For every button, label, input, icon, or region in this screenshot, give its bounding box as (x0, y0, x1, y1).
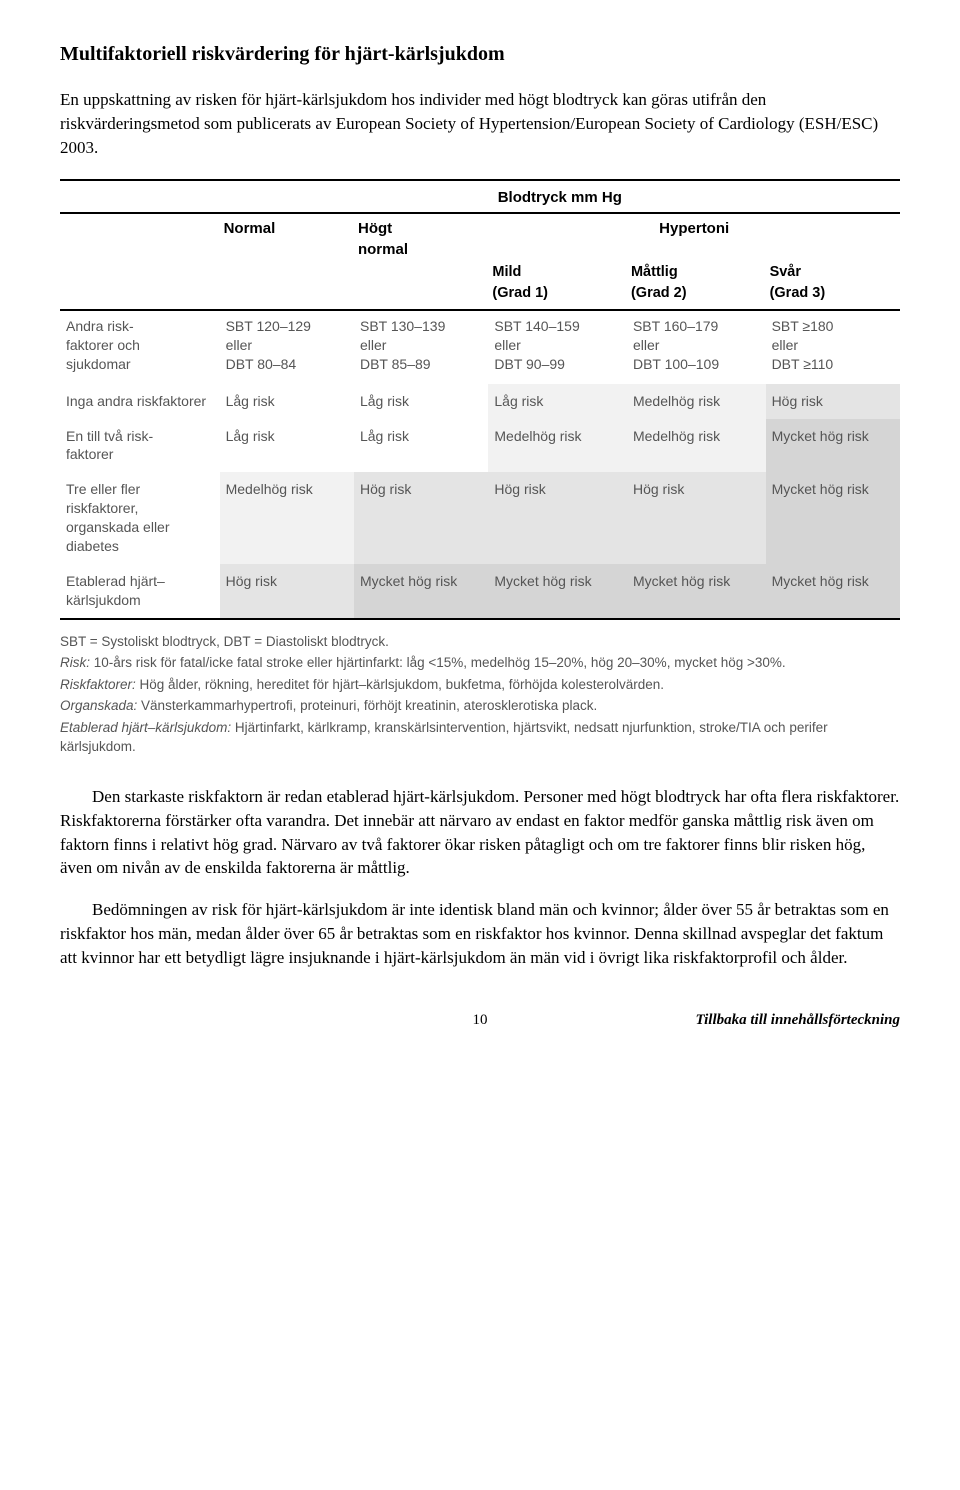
bp-range-1: SBT 130–139 eller DBT 85–89 (354, 310, 488, 384)
back-to-toc-link[interactable]: Tillbaka till innehållsförteckning (696, 1010, 900, 1031)
sub-header-moderate: Måttlig (Grad 2) (627, 262, 766, 310)
risk-cell: Mycket hög risk (488, 564, 627, 619)
footnote-line: Risk: 10-års risk för fatal/icke fatal s… (60, 653, 900, 673)
risk-row-label: Inga andra riskfaktorer (60, 384, 220, 419)
risk-row-label: Etablerad hjärt– kärlsjukdom (60, 564, 220, 619)
footnote-line: Etablerad hjärt–kärlsjukdom: Hjärtinfark… (60, 718, 900, 757)
risk-row-label: Tre eller fler riskfaktorer, organskada … (60, 472, 220, 564)
risk-cell: Hög risk (627, 472, 766, 564)
bp-range-3: SBT 160–179 eller DBT 100–109 (627, 310, 766, 384)
risk-cell: Medelhög risk (488, 419, 627, 473)
risk-cell: Mycket hög risk (766, 564, 900, 619)
risk-cell: Mycket hög risk (766, 472, 900, 564)
footnote-line: SBT = Systoliskt blodtryck, DBT = Diasto… (60, 632, 900, 652)
bp-range-4: SBT ≥180 eller DBT ≥110 (766, 310, 900, 384)
risk-row-label: En till två risk- faktorer (60, 419, 220, 473)
table-footnotes: SBT = Systoliskt blodtryck, DBT = Diasto… (60, 632, 900, 757)
risk-cell: Hög risk (766, 384, 900, 419)
sub-header-mild: Mild (Grad 1) (488, 262, 627, 310)
risk-cell: Mycket hög risk (354, 564, 488, 619)
bp-range-2: SBT 140–159 eller DBT 90–99 (488, 310, 627, 384)
risk-cell: Mycket hög risk (766, 419, 900, 473)
bp-range-0: SBT 120–129 eller DBT 80–84 (220, 310, 354, 384)
risk-cell: Medelhög risk (627, 419, 766, 473)
risk-cell: Låg risk (354, 384, 488, 419)
page-number: 10 (473, 1010, 488, 1031)
risk-cell: Medelhög risk (627, 384, 766, 419)
body-paragraph-1: Den starkaste riskfaktorn är redan etabl… (60, 785, 900, 880)
intro-paragraph: En uppskattning av risken för hjärt-kärl… (60, 88, 900, 159)
risk-cell: Hög risk (488, 472, 627, 564)
body-paragraph-2: Bedömningen av risk för hjärt-kärlsjukdo… (60, 898, 900, 969)
risk-cell: Hög risk (354, 472, 488, 564)
risk-cell: Hög risk (220, 564, 354, 619)
risk-cell: Medelhög risk (220, 472, 354, 564)
table-super-header: Blodtryck mm Hg (220, 180, 900, 213)
risk-cell: Mycket hög risk (627, 564, 766, 619)
col-header-high-normal: Högt normal (354, 213, 488, 262)
col-header-normal: Normal (220, 213, 354, 262)
col-header-hypertension: Hypertoni (488, 213, 900, 262)
risk-cell: Låg risk (220, 384, 354, 419)
footnote-line: Organskada: Vänsterkammarhypertrofi, pro… (60, 696, 900, 716)
sub-header-severe: Svår (Grad 3) (766, 262, 900, 310)
footnote-line: Riskfaktorer: Hög ålder, rökning, heredi… (60, 675, 900, 695)
section-title: Multifaktoriell riskvärdering för hjärt-… (60, 40, 900, 68)
range-row-label: Andra risk- faktorer och sjukdomar (60, 310, 220, 384)
risk-table: Blodtryck mm Hg Normal Högt normal Hyper… (60, 179, 900, 619)
risk-cell: Låg risk (220, 419, 354, 473)
risk-cell: Låg risk (354, 419, 488, 473)
risk-cell: Låg risk (488, 384, 627, 419)
